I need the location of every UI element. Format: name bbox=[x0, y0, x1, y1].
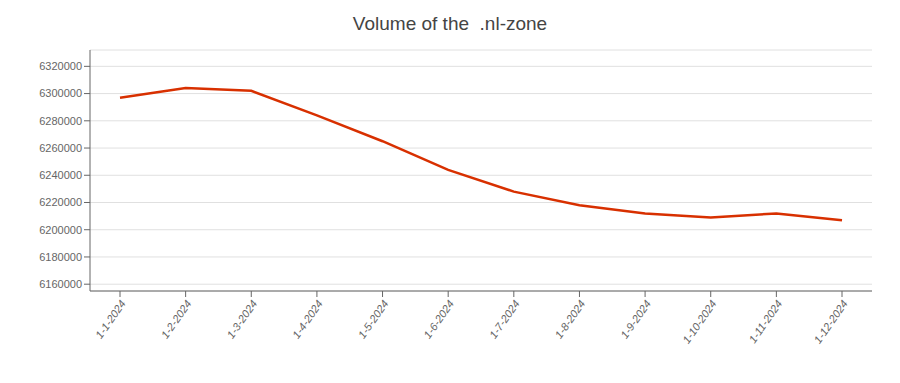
svg-text:1-6-2024: 1-6-2024 bbox=[421, 298, 456, 341]
svg-text:6320000: 6320000 bbox=[39, 60, 82, 72]
svg-text:6180000: 6180000 bbox=[39, 251, 82, 263]
svg-text:6220000: 6220000 bbox=[39, 196, 82, 208]
svg-text:1-1-2024: 1-1-2024 bbox=[93, 298, 128, 341]
svg-text:1-12-2024: 1-12-2024 bbox=[811, 298, 850, 346]
svg-text:1-3-2024: 1-3-2024 bbox=[224, 298, 259, 341]
svg-text:1-11-2024: 1-11-2024 bbox=[746, 298, 784, 345]
svg-text:1-5-2024: 1-5-2024 bbox=[355, 298, 390, 341]
svg-text:6160000: 6160000 bbox=[39, 278, 82, 290]
svg-text:1-8-2024: 1-8-2024 bbox=[552, 298, 587, 341]
svg-text:1-10-2024: 1-10-2024 bbox=[680, 298, 719, 346]
svg-text:1-9-2024: 1-9-2024 bbox=[618, 298, 653, 341]
svg-text:6280000: 6280000 bbox=[39, 115, 82, 127]
svg-text:1-2-2024: 1-2-2024 bbox=[159, 298, 194, 341]
svg-text:6240000: 6240000 bbox=[39, 169, 82, 181]
svg-text:6300000: 6300000 bbox=[39, 87, 82, 99]
svg-text:1-7-2024: 1-7-2024 bbox=[487, 298, 522, 341]
svg-text:6200000: 6200000 bbox=[39, 224, 82, 236]
svg-text:1-4-2024: 1-4-2024 bbox=[290, 298, 325, 341]
html-text:Volume of the .nl-zone: Volume of the .nl-zone bbox=[352, 13, 548, 34]
svg-text:6260000: 6260000 bbox=[39, 142, 82, 154]
